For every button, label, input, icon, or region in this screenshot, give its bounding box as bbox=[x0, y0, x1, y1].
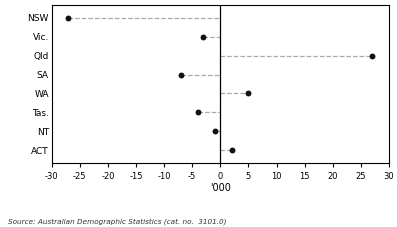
Point bbox=[212, 129, 218, 133]
Point bbox=[178, 73, 184, 76]
Point bbox=[228, 148, 235, 152]
Point bbox=[195, 111, 201, 114]
Point bbox=[65, 16, 71, 20]
Point bbox=[200, 35, 206, 39]
X-axis label: '000: '000 bbox=[210, 183, 231, 193]
Point bbox=[369, 54, 376, 57]
Text: Source: Australian Demographic Statistics (cat. no.  3101.0): Source: Australian Demographic Statistic… bbox=[8, 218, 226, 225]
Point bbox=[245, 92, 252, 95]
